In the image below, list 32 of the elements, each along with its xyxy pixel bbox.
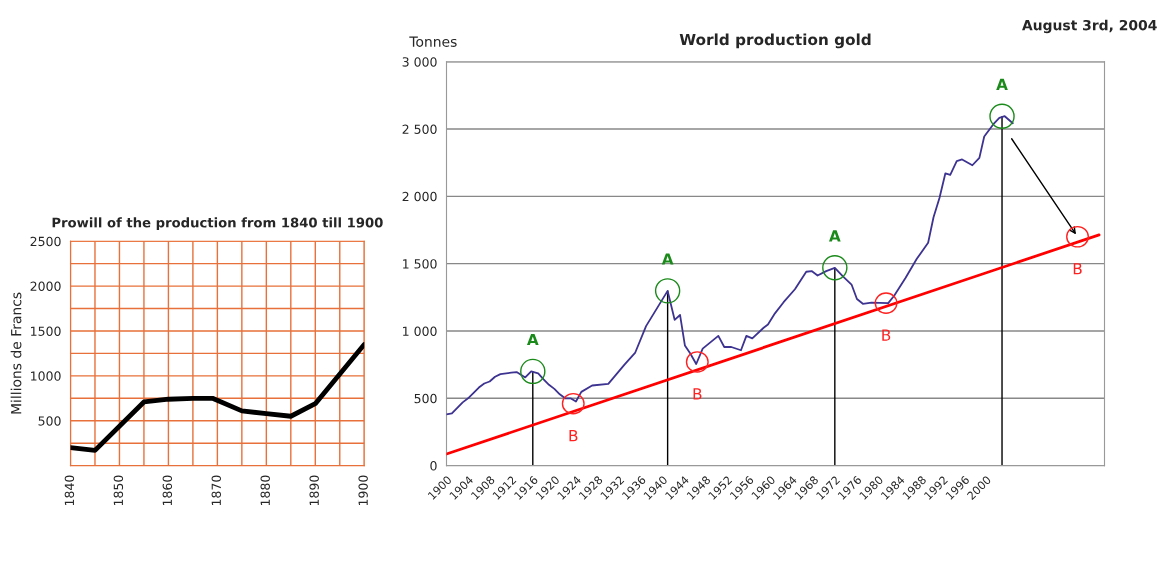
x-tick-label: 1850 xyxy=(113,475,124,506)
x-tick-label: 1900 xyxy=(358,475,368,506)
y-axis-title: Tonnes xyxy=(409,36,457,47)
y-tick-label: 1 500 xyxy=(403,259,437,269)
annotation: B xyxy=(569,430,578,442)
y-tick-label: 500 xyxy=(414,393,437,404)
x-tick-label: 1880 xyxy=(260,475,270,506)
y-tick-label: 1 000 xyxy=(403,326,437,336)
y-tick-label: 1500 xyxy=(31,326,61,336)
y-tick-label: 2000 xyxy=(30,281,61,292)
x-tick-label: 1860 xyxy=(162,475,173,506)
y-tick-label: 500 xyxy=(38,416,61,426)
y-axis-title: Millions de Francs xyxy=(10,292,22,414)
annotation: A xyxy=(526,333,539,346)
annotation: A xyxy=(828,230,841,242)
chart-title: Prowill of the production from 1840 till 1900 xyxy=(52,217,383,231)
y-tick-label: 3 000 xyxy=(402,57,437,67)
annotation: A xyxy=(996,78,1008,90)
annotation: B xyxy=(693,388,702,400)
annotation: A xyxy=(661,253,674,265)
y-tick-label: 2 000 xyxy=(402,191,437,202)
annotation: B xyxy=(1073,263,1082,275)
text: August 3rd, 2004 xyxy=(1022,19,1157,34)
x-tick-label: 1890 xyxy=(309,475,319,506)
annotation: B xyxy=(882,329,891,341)
chart-title: World production gold xyxy=(679,33,871,49)
y-tick-label: 2500 xyxy=(30,236,61,247)
x-tick-label: 1840 xyxy=(64,475,75,506)
y-tick-label: 0 xyxy=(430,461,437,471)
x-tick-label: 1870 xyxy=(211,475,221,506)
y-tick-label: 1000 xyxy=(31,371,61,381)
y-tick-label: 2 500 xyxy=(402,124,437,134)
